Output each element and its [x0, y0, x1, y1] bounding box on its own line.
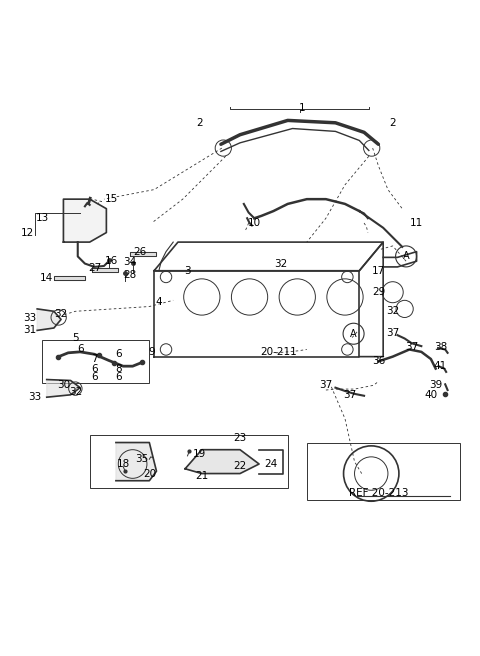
Text: 14: 14 [40, 273, 53, 283]
Text: 12: 12 [21, 228, 34, 237]
Text: 24: 24 [264, 459, 277, 469]
Polygon shape [47, 380, 80, 397]
Text: 39: 39 [429, 380, 442, 390]
Polygon shape [54, 276, 85, 280]
Text: 40: 40 [424, 390, 437, 400]
Text: 19: 19 [193, 449, 206, 459]
Polygon shape [37, 309, 61, 331]
Text: 23: 23 [233, 433, 247, 443]
Text: 16: 16 [105, 256, 118, 266]
Text: 35: 35 [135, 454, 149, 464]
Text: 32: 32 [274, 258, 287, 268]
Polygon shape [130, 252, 156, 256]
Text: 13: 13 [36, 213, 48, 223]
Text: 32: 32 [54, 309, 68, 319]
Text: 7: 7 [91, 354, 98, 364]
Text: 37: 37 [405, 342, 419, 352]
Text: REF 20-213: REF 20-213 [348, 487, 408, 498]
Polygon shape [116, 443, 156, 481]
Text: 29: 29 [372, 287, 385, 297]
Text: 30: 30 [57, 380, 70, 390]
Text: 33: 33 [24, 314, 36, 323]
Text: 37: 37 [343, 390, 356, 400]
Text: 10: 10 [248, 218, 261, 228]
Text: 22: 22 [233, 461, 247, 472]
Bar [42, 340, 149, 383]
Text: 1: 1 [299, 104, 305, 113]
Bar [90, 436, 288, 488]
Text: 36: 36 [372, 356, 385, 367]
Text: 2: 2 [196, 118, 203, 128]
Text: 37: 37 [319, 380, 333, 390]
Text: 4: 4 [156, 297, 162, 307]
Bar [307, 443, 459, 500]
Text: 15: 15 [105, 194, 118, 204]
Polygon shape [92, 268, 118, 272]
Text: 6: 6 [115, 349, 121, 359]
Text: 6: 6 [77, 344, 84, 354]
Text: 6: 6 [91, 363, 98, 373]
Text: 20: 20 [143, 468, 156, 479]
Text: 21: 21 [195, 471, 208, 481]
Text: 38: 38 [434, 342, 447, 352]
Text: 8: 8 [115, 363, 121, 373]
Polygon shape [63, 199, 107, 242]
Text: 6: 6 [91, 372, 98, 382]
Text: A: A [350, 329, 357, 338]
Text: 9: 9 [148, 347, 155, 357]
Text: 20-211: 20-211 [260, 347, 297, 357]
Text: 33: 33 [28, 392, 41, 402]
Text: 26: 26 [133, 247, 146, 256]
Text: 34: 34 [124, 257, 137, 267]
Polygon shape [185, 450, 259, 474]
Text: 32: 32 [69, 388, 82, 398]
Text: 37: 37 [386, 328, 399, 338]
Text: 32: 32 [386, 306, 399, 316]
Text: 18: 18 [117, 459, 130, 469]
Text: 3: 3 [184, 266, 191, 276]
Text: 28: 28 [124, 270, 137, 279]
Text: 2: 2 [389, 118, 396, 128]
Text: 6: 6 [115, 372, 121, 382]
Text: 17: 17 [372, 266, 385, 276]
Text: 27: 27 [88, 263, 101, 274]
Text: 41: 41 [434, 361, 447, 371]
Text: A: A [403, 251, 409, 262]
Text: 31: 31 [24, 325, 36, 335]
Text: 11: 11 [410, 218, 423, 228]
Text: 5: 5 [72, 333, 79, 342]
